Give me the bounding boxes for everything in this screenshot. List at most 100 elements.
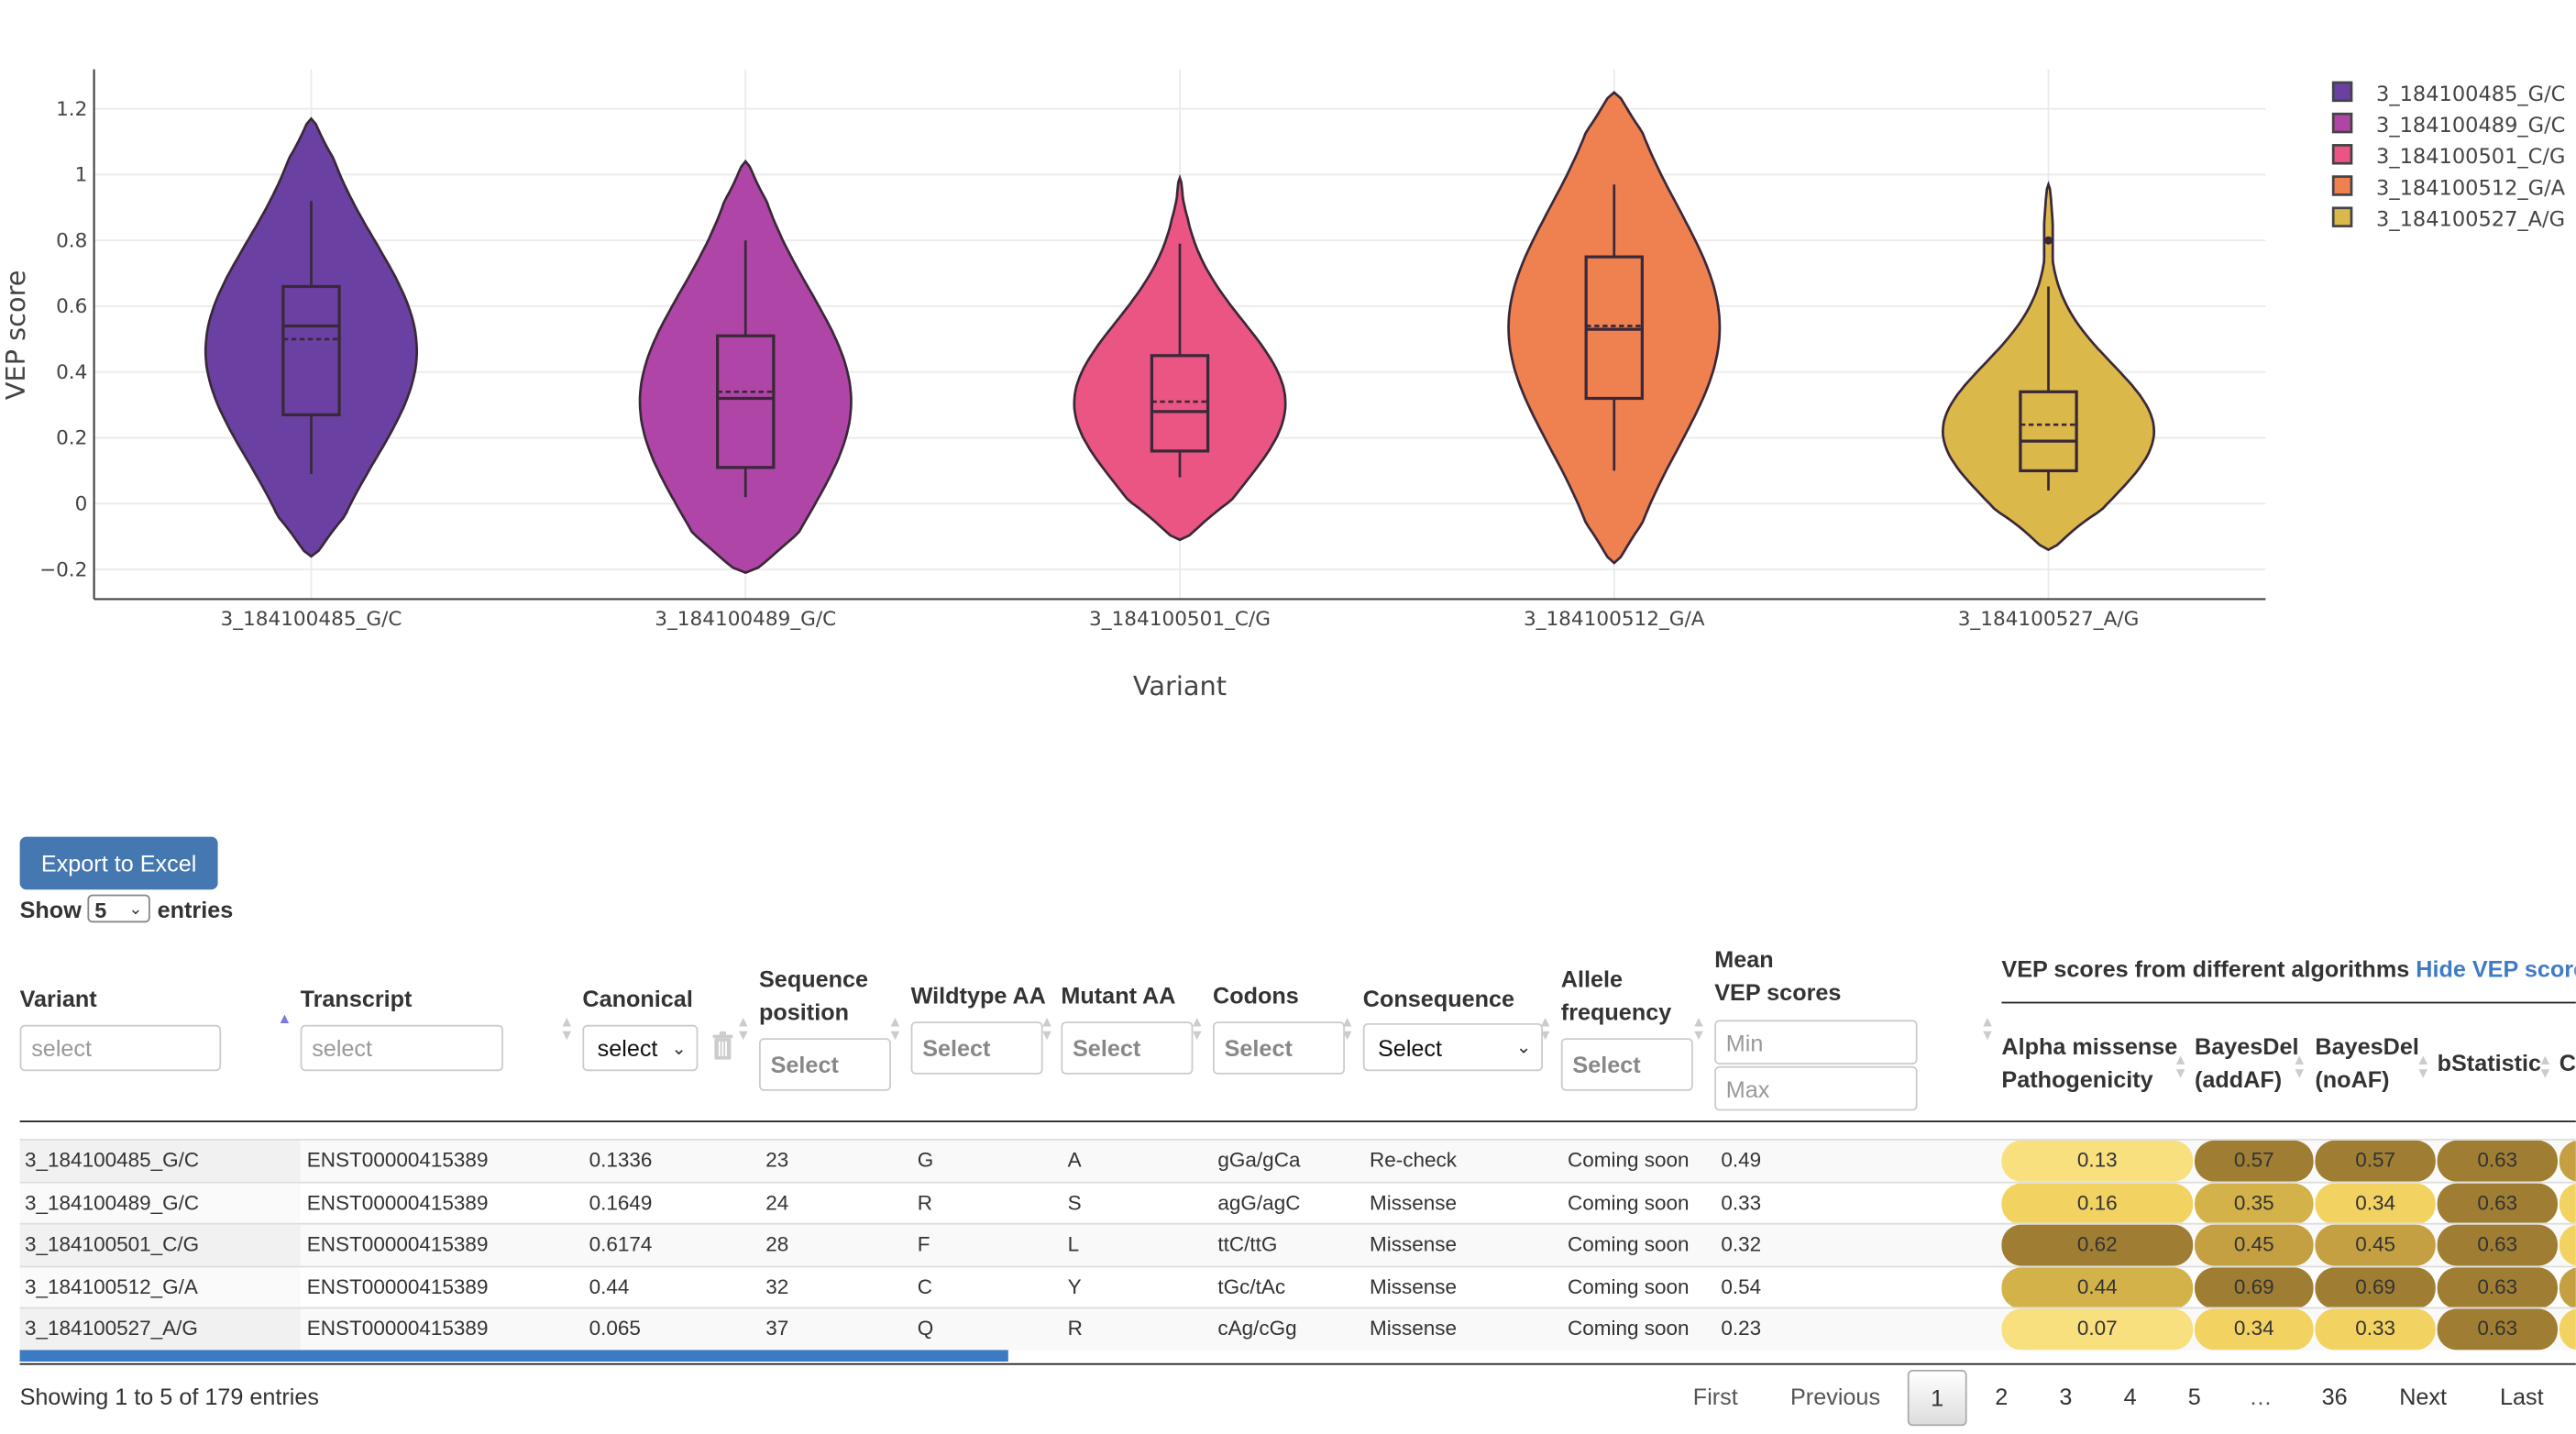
violin-3[interactable] [1507, 91, 1722, 565]
codons-filter-input[interactable]: Select [1213, 1021, 1345, 1075]
table-row[interactable]: 3_184100501_C/G ENST00000415389 0.6174 28 F L… [19, 1223, 2576, 1266]
header-allele-frequency[interactable]: Allele frequency [1561, 962, 1671, 1028]
cell-canonical: 0.065 [589, 1318, 641, 1341]
violin-0[interactable] [204, 116, 419, 558]
sort-icon[interactable]: ▲ ▼ [887, 1013, 903, 1043]
cell-transcript: ENST00000415389 [306, 1275, 489, 1299]
pagination-page-current[interactable]: 1 [1907, 1370, 1967, 1427]
header-mutant-aa[interactable]: Mutant AA [1061, 982, 1176, 1009]
x-tick-label: 3_184100485_G/C [221, 608, 402, 631]
allele-frequency-filter-input[interactable]: Select [1560, 1038, 1693, 1091]
legend-swatch[interactable] [2331, 206, 2353, 227]
sort-icon[interactable]: ▲ ▼ [2537, 1051, 2553, 1081]
trash-icon[interactable] [711, 1031, 734, 1061]
mean-vep-max-input[interactable]: Max [1714, 1065, 1918, 1111]
cell-canonical: 0.1336 [589, 1148, 653, 1172]
cell-consequence: Re-check [1370, 1148, 1458, 1172]
violin-1[interactable] [638, 159, 853, 575]
header-bayesdel-noaf[interactable]: BayesDel (noAF) [2315, 1030, 2418, 1096]
header-bottom-border [19, 1120, 2576, 1122]
cell-variant: 3_184100501_C/G [19, 1224, 301, 1266]
pagination-previous[interactable]: Previous [1790, 1383, 1881, 1410]
legend-swatch[interactable] [2331, 81, 2353, 103]
canonical-filter-select[interactable]: select ⌄ [582, 1024, 699, 1072]
header-line: Mean [1714, 945, 1774, 973]
violins [204, 91, 2156, 575]
table-row[interactable]: 3_184100489_G/C ENST00000415389 0.1649 24 R S… [19, 1181, 2576, 1224]
chevron-down-icon: ⌄ [128, 900, 143, 920]
cell-allele: Coming soon [1568, 1275, 1690, 1299]
pagination-page[interactable]: 3 [2059, 1383, 2073, 1410]
legend-swatch[interactable] [2331, 175, 2353, 196]
sort-icon[interactable]: ▲ ▼ [1691, 1013, 1707, 1043]
cell-seq: 32 [765, 1275, 789, 1299]
header-bayesdel-addaf[interactable]: BayesDel (addAF) [2195, 1030, 2298, 1096]
score-pill-bstat: 0.63 [2437, 1309, 2558, 1351]
consequence-filter-select[interactable]: Select ⌄ [1362, 1023, 1543, 1072]
header-wildtype-aa[interactable]: Wildtype AA [910, 982, 1046, 1009]
table-info: Showing 1 to 5 of 179 entries [19, 1383, 320, 1410]
legend-swatch[interactable] [2331, 144, 2353, 165]
header-mean-vep[interactable]: Mean VEP scores [1714, 943, 1841, 1009]
header-consequence[interactable]: Consequence [1362, 985, 1515, 1012]
sort-asc-icon[interactable]: ▲ [277, 1009, 292, 1027]
table-row[interactable]: 3_184100485_G/C ENST00000415389 0.1336 23 G A… [19, 1139, 2576, 1182]
vep-group-divider [2001, 1001, 2576, 1004]
header-bstatistic[interactable]: bStatistic [2437, 1049, 2542, 1076]
cell-consequence: Missense [1370, 1232, 1458, 1257]
sequence-position-filter-input[interactable]: Select [759, 1038, 891, 1091]
header-line: Sequence [759, 965, 869, 992]
horizontal-scrollbar[interactable] [19, 1350, 1008, 1362]
sort-icon[interactable]: ▲ ▼ [2292, 1051, 2307, 1081]
sort-icon[interactable]: ▲ ▼ [1189, 1013, 1205, 1043]
score-pill-alpha: 0.07 [2001, 1309, 2194, 1351]
sort-icon[interactable]: ▲ ▼ [2173, 1051, 2188, 1081]
pagination-next[interactable]: Next [2399, 1383, 2448, 1410]
y-tick-label: 0.6 [56, 295, 87, 318]
sort-icon[interactable]: ▲ ▼ [2416, 1051, 2431, 1081]
header-alpha-missense[interactable]: Alpha missense Pathogenicity [2001, 1030, 2177, 1096]
header-variant[interactable]: Variant [19, 985, 97, 1012]
export-to-excel-button[interactable]: Export to Excel [19, 836, 218, 890]
pagination-last[interactable]: Last [2500, 1383, 2544, 1410]
transcript-filter-input[interactable]: select [300, 1024, 503, 1072]
score-pill-bdn: 0.69 [2315, 1267, 2436, 1308]
legend-label[interactable]: 3_184100512_G/A [2376, 176, 2566, 200]
page-length-value: 5 [94, 898, 107, 923]
wildtype-aa-filter-input[interactable]: Select [910, 1021, 1043, 1075]
violin-2[interactable] [1073, 173, 1287, 542]
y-axis-title: VEP score [0, 270, 31, 401]
sort-icon[interactable]: ▲ ▼ [1980, 1013, 1996, 1043]
header-codons[interactable]: Codons [1213, 982, 1299, 1009]
header-sequence-position[interactable]: Sequence position [759, 962, 868, 1028]
pagination-page[interactable]: 5 [2187, 1383, 2201, 1410]
cell-transcript: ENST00000415389 [306, 1190, 489, 1215]
score-pill-bstat: 0.63 [2437, 1182, 2558, 1224]
pagination-page[interactable]: 4 [2123, 1383, 2137, 1410]
variant-filter-input[interactable]: select [19, 1024, 222, 1072]
legend-label[interactable]: 3_184100485_G/C [2376, 83, 2565, 106]
header-canonical[interactable]: Canonical [582, 985, 693, 1012]
cell-mean: 0.49 [1721, 1148, 1762, 1172]
legend-label[interactable]: 3_184100527_A/G [2376, 208, 2565, 232]
pagination-first[interactable]: First [1692, 1383, 1738, 1410]
legend-swatch[interactable] [2331, 112, 2353, 134]
sort-icon[interactable]: ▲ ▼ [735, 1013, 751, 1043]
page-length-select[interactable]: 5 ⌄ [88, 894, 151, 923]
y-tick-label: 1.2 [56, 98, 87, 121]
sort-icon[interactable]: ▲ ▼ [1040, 1013, 1055, 1043]
header-partial-column[interactable]: C [2559, 1049, 2576, 1076]
table-bottom-border [19, 1362, 2576, 1365]
mean-vep-min-input[interactable]: Min [1714, 1020, 1918, 1064]
sort-icon[interactable]: ▲ ▼ [559, 1013, 575, 1043]
header-transcript[interactable]: Transcript [300, 985, 413, 1012]
legend-label[interactable]: 3_184100501_C/G [2376, 145, 2565, 169]
hide-vep-scores-link[interactable]: Hide VEP scores [2416, 955, 2576, 982]
cell-variant: 3_184100527_A/G [19, 1309, 301, 1351]
mutant-aa-filter-input[interactable]: Select [1061, 1021, 1194, 1075]
pagination-page[interactable]: 2 [1995, 1383, 2009, 1410]
pagination-page[interactable]: 36 [2321, 1383, 2348, 1410]
legend-label[interactable]: 3_184100489_G/C [2376, 114, 2565, 138]
